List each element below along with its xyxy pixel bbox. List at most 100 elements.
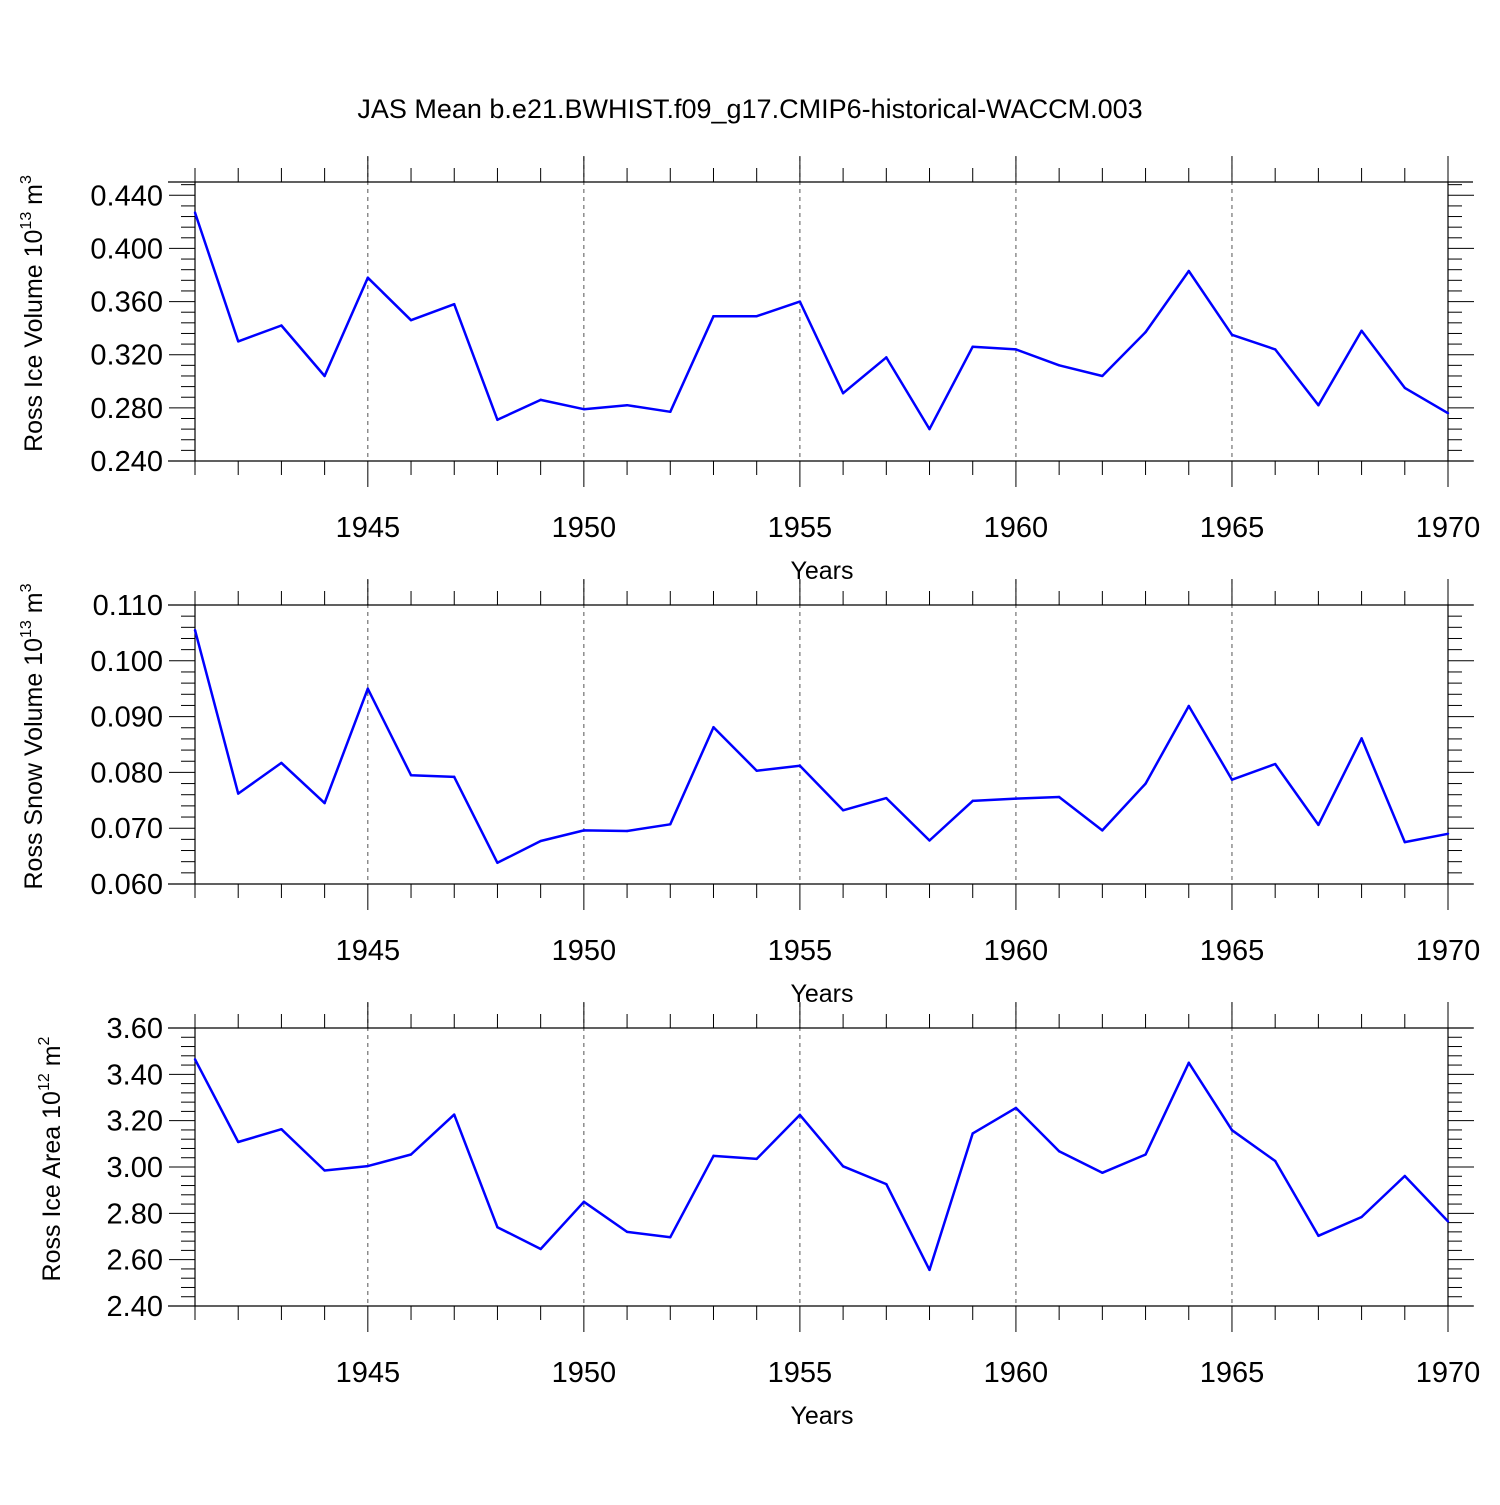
data-point bbox=[1101, 829, 1104, 832]
data-point bbox=[1187, 1061, 1190, 1064]
y-axis-label: Ross Ice Area 1012 m2 bbox=[36, 1036, 66, 1281]
x-tick-label: 1945 bbox=[336, 1357, 401, 1389]
data-point bbox=[1360, 1215, 1363, 1219]
data-point bbox=[539, 1247, 542, 1251]
panel-2: 0.060 0.070 0.080 0.090 0.100 0.110 1945 1950 19… bbox=[18, 579, 1480, 1008]
x-axis-label: Years bbox=[790, 980, 853, 1008]
data-point bbox=[1317, 1234, 1320, 1238]
data-point bbox=[1144, 1153, 1147, 1156]
y-tick-label: 2.40 bbox=[107, 1291, 163, 1323]
data-point bbox=[1403, 386, 1406, 390]
x-tick-label: 1960 bbox=[984, 512, 1049, 544]
data-point bbox=[755, 314, 758, 318]
data-point bbox=[1317, 404, 1320, 407]
data-point bbox=[453, 1113, 456, 1116]
data-point bbox=[885, 1182, 888, 1186]
y-tick-label: 3.20 bbox=[107, 1106, 163, 1138]
data-point bbox=[625, 404, 629, 407]
data-point bbox=[366, 276, 370, 279]
data-point bbox=[366, 687, 370, 690]
x-tick-label: 1970 bbox=[1416, 512, 1481, 544]
data-point bbox=[841, 392, 845, 395]
data-point bbox=[1230, 1128, 1234, 1132]
x-tick-label: 1960 bbox=[984, 935, 1049, 967]
figure-title: JAS Mean b.e21.BWHIST.f09_g17.CMIP6-hist… bbox=[357, 94, 1142, 124]
y-tick-label: 2.60 bbox=[107, 1245, 163, 1277]
data-point bbox=[798, 764, 802, 767]
y-tick-label: 2.80 bbox=[107, 1198, 163, 1230]
data-point bbox=[539, 839, 542, 843]
x-axis-label: Years bbox=[790, 557, 853, 585]
data-point bbox=[496, 418, 499, 422]
data-point bbox=[237, 340, 240, 343]
y-axis-label: Ross Ice Volume 1013 m3 bbox=[18, 175, 48, 452]
y-tick-label: 0.400 bbox=[90, 233, 163, 265]
data-point bbox=[453, 775, 456, 779]
y-tick-label: 3.40 bbox=[107, 1059, 163, 1091]
data-point bbox=[1101, 374, 1104, 378]
data-point bbox=[496, 861, 499, 864]
data-point bbox=[1446, 1220, 1450, 1223]
data-point bbox=[625, 1230, 629, 1234]
data-point bbox=[582, 829, 586, 832]
data-point bbox=[1446, 832, 1450, 835]
data-point bbox=[1057, 364, 1061, 367]
x-tick-label: 1970 bbox=[1416, 1357, 1481, 1389]
data-point bbox=[1057, 795, 1061, 799]
data-point bbox=[1273, 762, 1277, 766]
data-point bbox=[1317, 823, 1320, 827]
data-point bbox=[193, 1058, 197, 1061]
data-point bbox=[280, 1128, 283, 1131]
data-point bbox=[971, 1132, 974, 1135]
y-tick-label: 0.240 bbox=[90, 446, 163, 478]
data-point bbox=[1014, 1106, 1018, 1110]
data-point bbox=[1360, 329, 1363, 332]
panel-1: 0.240 0.280 0.320 0.360 0.400 0.440 1945 1950 19… bbox=[18, 156, 1480, 585]
x-tick-label: 1945 bbox=[336, 512, 401, 544]
y-tick-label: 0.070 bbox=[90, 813, 163, 845]
data-point bbox=[712, 726, 715, 729]
x-tick-label: 1970 bbox=[1416, 935, 1481, 967]
x-tick-label: 1955 bbox=[768, 1357, 833, 1389]
x-tick-label: 1955 bbox=[768, 512, 833, 544]
data-point bbox=[280, 761, 283, 765]
x-tick-label: 1965 bbox=[1200, 935, 1265, 967]
y-tick-label: 0.080 bbox=[90, 757, 163, 789]
data-point bbox=[1101, 1171, 1104, 1174]
data-point bbox=[496, 1226, 499, 1229]
data-point bbox=[366, 1164, 370, 1168]
data-point bbox=[625, 829, 629, 833]
data-point bbox=[1014, 797, 1018, 800]
x-axis-label: Years bbox=[790, 1402, 853, 1430]
data-point bbox=[1446, 411, 1450, 415]
x-tick-label: 1950 bbox=[552, 512, 617, 544]
data-point bbox=[323, 374, 326, 378]
data-point bbox=[409, 1153, 413, 1156]
series-line bbox=[193, 1058, 1449, 1272]
y-tick-label: 0.320 bbox=[90, 340, 163, 372]
data-point bbox=[841, 1165, 845, 1168]
series-line bbox=[193, 629, 1449, 865]
series-line bbox=[193, 212, 1449, 431]
data-point bbox=[1187, 704, 1190, 708]
data-point bbox=[669, 1235, 672, 1239]
data-point bbox=[928, 839, 931, 842]
y-tick-label: 0.440 bbox=[90, 180, 163, 212]
x-tick-label: 1955 bbox=[768, 935, 833, 967]
x-tick-label: 1950 bbox=[552, 1357, 617, 1389]
data-point bbox=[928, 1268, 931, 1272]
data-point bbox=[1273, 348, 1277, 351]
data-point bbox=[885, 796, 888, 800]
data-point bbox=[409, 318, 413, 322]
y-tick-label: 3.60 bbox=[107, 1013, 163, 1045]
data-point bbox=[453, 303, 456, 306]
data-point bbox=[1144, 782, 1147, 785]
x-tick-label: 1945 bbox=[336, 935, 401, 967]
data-point bbox=[1187, 269, 1190, 273]
data-point bbox=[1230, 778, 1234, 781]
y-tick-label: 0.060 bbox=[90, 869, 163, 901]
data-point bbox=[971, 799, 974, 803]
x-tick-label: 1960 bbox=[984, 1357, 1049, 1389]
data-point bbox=[841, 809, 845, 812]
